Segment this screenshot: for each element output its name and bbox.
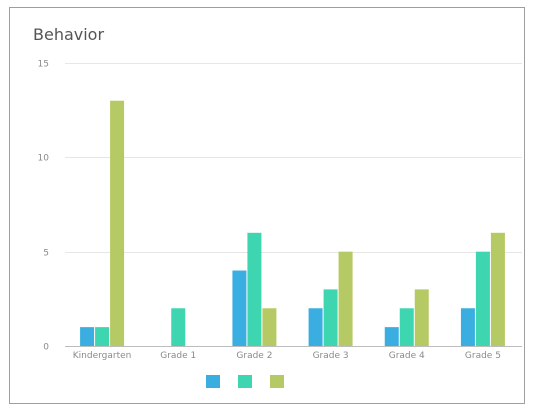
- legend-swatch-series1[interactable]: [206, 375, 220, 388]
- bar-series3-kindergarten[interactable]: [110, 100, 125, 346]
- grid-layer: [65, 63, 522, 347]
- y-tick-label: 15: [38, 60, 49, 70]
- bar-series1-grade-5[interactable]: [460, 308, 475, 346]
- bar-series2-grade-4[interactable]: [399, 308, 414, 346]
- bar-series1-grade-4[interactable]: [384, 327, 399, 346]
- x-tick-labels: Kindergarten Grade 1 Grade 2 Grade 3 Grade 4…: [73, 351, 501, 361]
- bar-series2-grade-5[interactable]: [475, 251, 490, 346]
- legend-swatch-series3[interactable]: [270, 375, 284, 388]
- bars: [80, 100, 505, 346]
- x-tick-label: Grade 1: [160, 351, 196, 361]
- bar-series3-grade-5[interactable]: [490, 232, 505, 346]
- legend: [206, 375, 284, 388]
- x-tick-label: Grade 5: [465, 351, 501, 361]
- x-tick-label: Grade 3: [313, 351, 349, 361]
- chart-title: Behavior: [33, 25, 105, 44]
- bar-series2-grade-3[interactable]: [323, 289, 338, 346]
- y-tick-label: 5: [43, 249, 49, 259]
- y-tick-labels: 0 5 10 15: [38, 60, 50, 353]
- x-tick-label: Kindergarten: [73, 351, 132, 361]
- bar-series3-grade-2[interactable]: [262, 308, 277, 346]
- bar-series1-grade-3[interactable]: [308, 308, 323, 346]
- bar-series2-grade-1[interactable]: [171, 308, 186, 346]
- bar-series2-grade-2[interactable]: [247, 232, 262, 346]
- bar-series1-kindergarten[interactable]: [80, 327, 95, 346]
- bar-series1-grade-2[interactable]: [232, 270, 247, 346]
- x-tick-label: Grade 4: [389, 351, 425, 361]
- legend-swatch-series2[interactable]: [238, 375, 252, 388]
- y-tick-label: 0: [43, 343, 49, 353]
- x-tick-label: Grade 2: [236, 351, 272, 361]
- bar-series2-kindergarten[interactable]: [95, 327, 110, 346]
- y-tick-label: 10: [38, 154, 50, 164]
- bar-series3-grade-3[interactable]: [338, 251, 353, 346]
- bar-series3-grade-4[interactable]: [414, 289, 429, 346]
